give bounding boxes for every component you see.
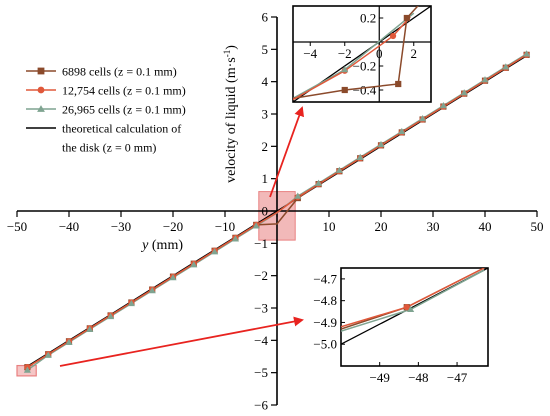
legend-entry-label: 26,965 cells (z = 0.1 mm) [62, 103, 186, 117]
y-tick-label: −4 [254, 333, 268, 348]
y-tick-label: −1 [254, 236, 268, 251]
inset-y-tick-label: −4.7 [313, 271, 337, 286]
inset-data-point [403, 14, 410, 22]
data-point [439, 102, 447, 109]
inset-y-tick-label: −4.8 [313, 293, 337, 308]
x-tick-label: −50 [7, 219, 27, 234]
data-point [44, 351, 52, 358]
inset-y-tick-label: −0.2 [353, 59, 377, 74]
inset-y-tick-label: −5.0 [313, 337, 337, 352]
y-tick-label: 6 [262, 10, 269, 25]
inset-corner-zoom: −49 −48 −47 −5.0 −4.9 −4.8 −4.7 [313, 267, 489, 385]
inset-y-tick-label: 0.2 [360, 11, 376, 26]
inset-x-tick-label: 2 [411, 46, 418, 61]
data-point [523, 50, 531, 57]
data-point [231, 235, 239, 242]
x-tick-label: −40 [59, 219, 79, 234]
inset-series [341, 268, 488, 345]
data-point [419, 114, 427, 122]
inset-data-point [395, 80, 402, 88]
inset-x-tick-label: −47 [447, 370, 468, 385]
inset-data-point [407, 305, 415, 313]
y-tick-label: 4 [262, 74, 269, 89]
inset-data-point [341, 86, 348, 94]
data-point [169, 274, 177, 281]
data-point [315, 179, 323, 186]
inset-x-tick-label: 0 [376, 46, 383, 61]
inset-series-line [293, 16, 411, 101]
inset-center-zoom: −4 −2 0 2 −0.4 −0.2 0.2 [292, 5, 432, 103]
inset-x-tick-label: −2 [338, 46, 352, 61]
data-point [23, 366, 31, 373]
callouts [59, 106, 304, 367]
x-tick-label: −30 [111, 219, 131, 234]
callout-arrow-corner [59, 316, 304, 367]
x-tick-label: 50 [531, 219, 544, 234]
data-point [335, 166, 343, 173]
data-point [460, 89, 468, 96]
data-point [107, 312, 115, 320]
y-tick-label: 2 [262, 139, 269, 154]
legend-swatch-marker [37, 105, 45, 112]
data-point [211, 248, 219, 255]
inset-data-point [389, 32, 397, 40]
legend-swatch-marker [37, 67, 45, 75]
x-tick-label: −20 [163, 219, 183, 234]
x-axis-unit: (mm) [148, 238, 183, 253]
legend-entry-label-cont: the disk (z = 0 mm) [62, 141, 156, 155]
y-tick-label: −3 [254, 301, 268, 316]
y-tick-label: −6 [254, 398, 268, 413]
data-point [294, 192, 302, 199]
x-tick-label: −10 [215, 219, 235, 234]
inset-data-point [403, 304, 410, 311]
y-tick-label: 0 [262, 204, 269, 219]
x-tick-label: 20 [375, 219, 388, 234]
legend-entry-label: 6898 cells (z = 0.1 mm) [62, 65, 177, 79]
y-axis-label-close: ) [224, 45, 239, 50]
y-axis-label: velocity of liquid (m·s-1) [222, 45, 239, 183]
data-point [127, 299, 135, 307]
x-tick-label: 40 [479, 219, 492, 234]
y-tick-label: 1 [262, 171, 269, 186]
inset-frame [340, 267, 489, 367]
inset-y-tick-label: −0.4 [353, 83, 377, 98]
inset-data-point [341, 66, 349, 73]
data-point [398, 127, 406, 135]
inset-x-tick-label: −4 [303, 46, 317, 61]
inset-y-tick-label: −4.9 [313, 315, 337, 330]
y-tick-label: 5 [262, 42, 269, 57]
x-axis-label: y (mm) [140, 238, 183, 253]
inset-x-tick-label: −49 [370, 370, 390, 385]
legend: 6898 cells (z = 0.1 mm) 12,754 cells (z =… [26, 65, 186, 155]
x-tick-label: 30 [427, 219, 440, 234]
data-point [481, 76, 489, 83]
data-point [356, 153, 364, 161]
data-point [252, 222, 260, 229]
data-point [377, 140, 385, 148]
x-tick-label: 10 [323, 219, 336, 234]
legend-entry-label: theoretical calculation of [62, 122, 181, 136]
y-tick-label: −5 [254, 365, 268, 380]
y-tick-label: −2 [254, 268, 268, 283]
y-axis-label-sup: -1 [222, 50, 232, 58]
main-plot: −50 −40 −30 −20 −10 10 20 30 40 50−6−5−4−3−2−1012… [7, 10, 544, 413]
y-axis-label-main: velocity of liquid (m·s [224, 57, 239, 183]
data-point [86, 325, 94, 333]
data-point [502, 63, 510, 70]
legend-entry-label: 12,754 cells (z = 0.1 mm) [62, 84, 186, 98]
legend-swatch-marker [37, 86, 45, 94]
data-point [148, 286, 156, 294]
data-point [190, 261, 198, 268]
x-axis-variable: y [140, 238, 149, 253]
inset-series [293, 6, 431, 102]
data-point [65, 338, 73, 345]
inset-x-tick-label: −48 [408, 370, 428, 385]
y-tick-label: 3 [262, 107, 269, 122]
callout-arrow-center [269, 106, 304, 198]
